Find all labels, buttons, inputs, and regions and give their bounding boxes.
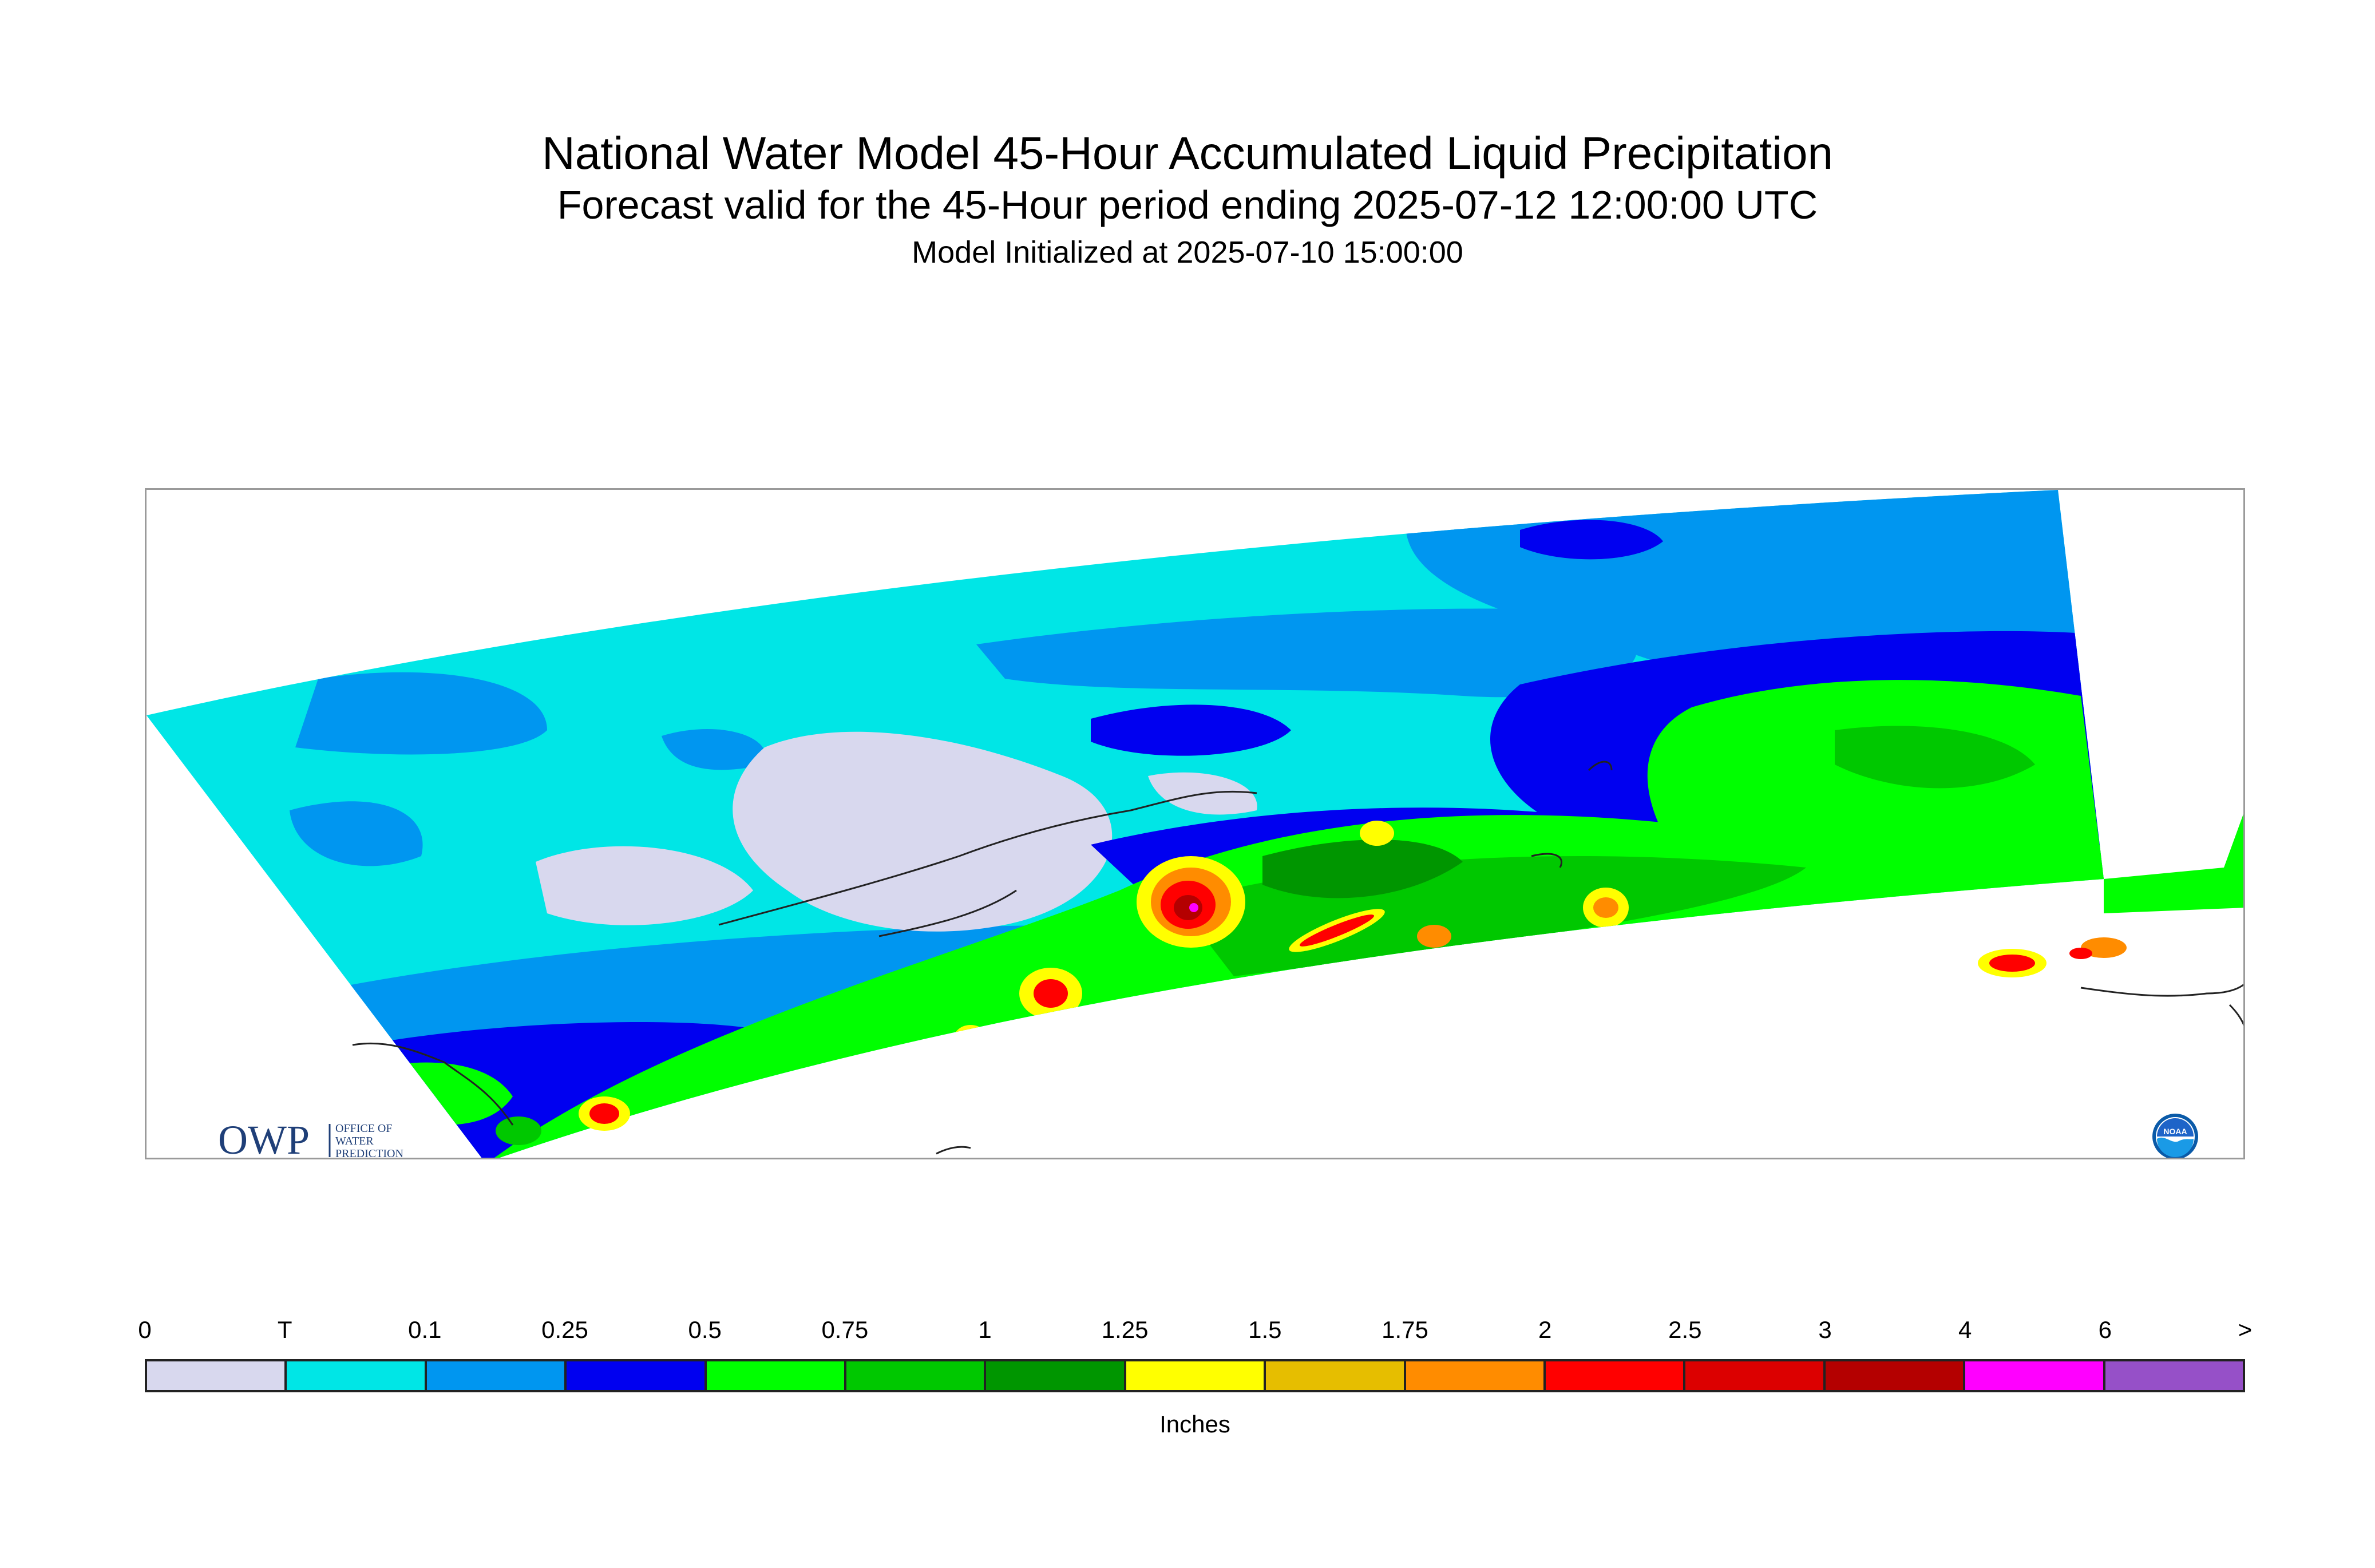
legend-color-swatch xyxy=(1685,1361,1826,1390)
precip-shading-east xyxy=(496,814,2243,1145)
map-title: National Water Model 45-Hour Accumulated… xyxy=(542,128,1833,179)
legend-tick-label: 0.5 xyxy=(688,1316,722,1343)
legend-tick-label: 0.75 xyxy=(821,1316,869,1343)
svg-text:WATER: WATER xyxy=(335,1135,374,1147)
legend-tick-label: 1.5 xyxy=(1248,1316,1282,1343)
legend-tick-label: 6 xyxy=(2098,1316,2112,1343)
legend-color-swatch xyxy=(1266,1361,1406,1390)
legend-tick-label: > xyxy=(2238,1316,2253,1343)
legend-color-swatch xyxy=(1406,1361,1546,1390)
legend-colorbar xyxy=(145,1359,2245,1392)
svg-text:OFFICE OF: OFFICE OF xyxy=(335,1122,392,1135)
legend-color-swatch xyxy=(846,1361,987,1390)
legend-tick-label: 2.5 xyxy=(1668,1316,1702,1343)
precipitation-map: OWP OFFICE OF WATER PREDICTION NOAA xyxy=(145,488,2245,1159)
legend-color-swatch xyxy=(1546,1361,1686,1390)
legend-tick-label: 3 xyxy=(1818,1316,1832,1343)
legend-tick-label: 1.75 xyxy=(1382,1316,1428,1343)
legend-tick-label: T xyxy=(277,1316,292,1343)
svg-text:NOAA: NOAA xyxy=(2163,1127,2187,1136)
precip-shading xyxy=(147,490,2104,1158)
legend-tick-label: 1 xyxy=(978,1316,992,1343)
legend-color-swatch xyxy=(1965,1361,2105,1390)
legend-tick-label: 4 xyxy=(1958,1316,1972,1343)
map-subtitle: Forecast valid for the 45-Hour period en… xyxy=(557,183,1818,227)
legend-color-swatch xyxy=(567,1361,707,1390)
legend-color-swatch xyxy=(1825,1361,1966,1390)
legend-tick-label: 0 xyxy=(138,1316,152,1343)
legend-tick-label: 2 xyxy=(1538,1316,1552,1343)
legend-tick-label: 0.1 xyxy=(408,1316,442,1343)
noaa-logo: NOAA xyxy=(2152,1114,2198,1158)
owp-logo: OWP OFFICE OF WATER PREDICTION xyxy=(218,1117,403,1159)
model-init-line: Model Initialized at 2025-07-10 15:00:00 xyxy=(912,235,1463,270)
legend-color-swatch xyxy=(986,1361,1126,1390)
legend-color-swatch xyxy=(2105,1361,2243,1390)
precipitation-field: OWP OFFICE OF WATER PREDICTION NOAA xyxy=(147,490,2243,1159)
legend-units: Inches xyxy=(1159,1411,1230,1438)
coastlines xyxy=(352,761,2243,1155)
legend-color-swatch xyxy=(1126,1361,1266,1390)
legend-color-swatch xyxy=(287,1361,427,1390)
legend-color-swatch xyxy=(706,1361,847,1390)
legend-color-swatch xyxy=(426,1361,567,1390)
svg-text:OWP: OWP xyxy=(218,1117,310,1159)
legend-tick-label: 1.25 xyxy=(1101,1316,1149,1343)
svg-text:PREDICTION: PREDICTION xyxy=(335,1147,403,1159)
legend-tick-label: 0.25 xyxy=(541,1316,588,1343)
legend-color-swatch xyxy=(147,1361,287,1390)
